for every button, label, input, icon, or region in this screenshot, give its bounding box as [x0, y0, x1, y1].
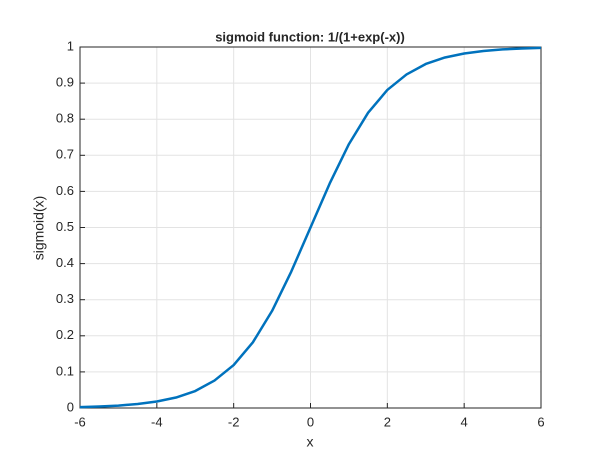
- y-tick-label: 0.5: [56, 219, 74, 234]
- x-tick-label: 0: [307, 414, 314, 429]
- y-tick-label: 0.7: [56, 147, 74, 162]
- axes-box: [79, 46, 542, 409]
- y-tick-label: 0.3: [56, 291, 74, 306]
- y-tick-label: 0.4: [56, 255, 74, 270]
- data-line: [79, 46, 542, 409]
- y-tick-label: 0.6: [56, 183, 74, 198]
- x-tick-label: 2: [384, 414, 391, 429]
- y-axis-label: sigmoid(x): [31, 196, 47, 261]
- x-tick-label: 6: [537, 414, 544, 429]
- x-tick-label: 4: [461, 414, 468, 429]
- y-tick-label: 0.1: [56, 363, 74, 378]
- y-tick-label: 0.2: [56, 327, 74, 342]
- x-axis-label: x: [307, 434, 314, 450]
- x-tick-label: -2: [228, 414, 240, 429]
- y-tick-label: 0: [67, 399, 74, 414]
- y-tick-label: 0.8: [56, 111, 74, 126]
- x-tick-label: -4: [151, 414, 163, 429]
- y-tick-label: 0.9: [56, 75, 74, 90]
- x-tick-label: -6: [74, 414, 86, 429]
- chart-title: sigmoid function: 1/(1+exp(-x)): [215, 29, 405, 44]
- y-tick-label: 1: [67, 38, 74, 53]
